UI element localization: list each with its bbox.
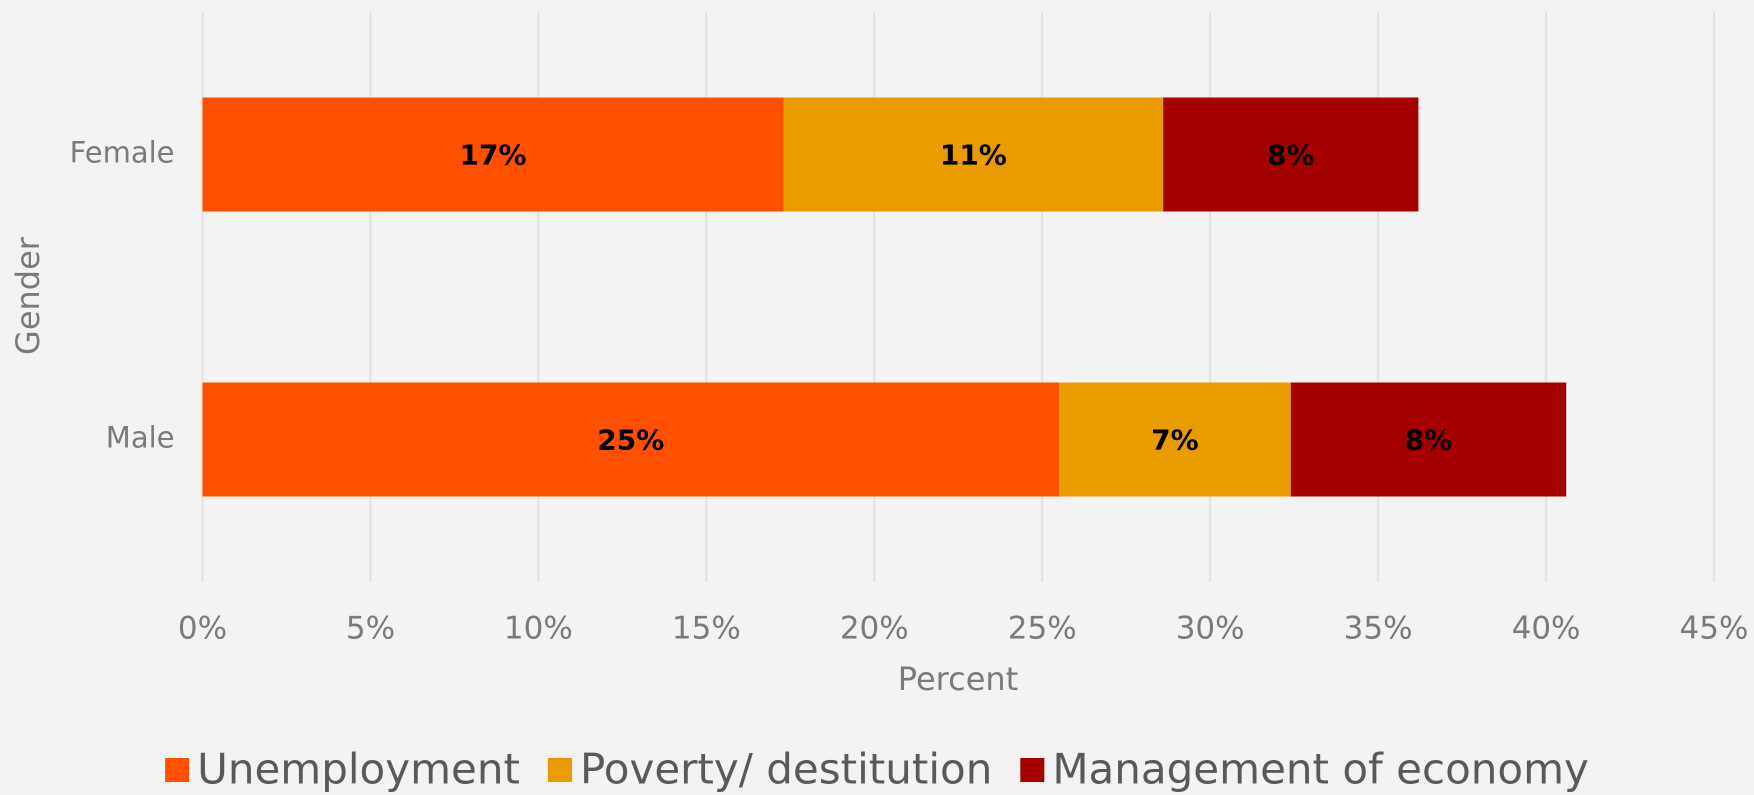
x-tick-label: 10% bbox=[504, 611, 573, 647]
x-tick-label: 25% bbox=[1008, 611, 1077, 647]
bar-segment bbox=[1163, 97, 1419, 212]
data-label: 7% bbox=[1151, 424, 1199, 457]
data-label: 17% bbox=[460, 139, 527, 172]
data-label: 8% bbox=[1405, 424, 1453, 457]
y-axis-title: Gender bbox=[9, 236, 47, 355]
x-axis-title: Percent bbox=[898, 660, 1018, 698]
legend-label: Poverty/ destitution bbox=[580, 745, 992, 794]
x-tick-label: 45% bbox=[1680, 611, 1749, 647]
legend-label: Management of economy bbox=[1052, 745, 1589, 794]
bar-segment bbox=[1290, 382, 1567, 497]
legend-swatch bbox=[547, 758, 572, 782]
x-tick-label: 0% bbox=[178, 611, 227, 647]
bar-segment bbox=[202, 97, 784, 212]
y-tick-label: Male bbox=[106, 421, 175, 455]
data-label: 11% bbox=[940, 139, 1007, 172]
legend-label: Unemployment bbox=[197, 745, 520, 794]
x-tick-label: 40% bbox=[1512, 611, 1581, 647]
bar-segment bbox=[783, 97, 1164, 212]
bar-segment bbox=[202, 382, 1060, 497]
data-label: 25% bbox=[597, 424, 664, 457]
x-tick-label: 30% bbox=[1176, 611, 1245, 647]
x-tick-label: 20% bbox=[840, 611, 909, 647]
data-label: 8% bbox=[1267, 139, 1315, 172]
x-tick-label: 35% bbox=[1344, 611, 1413, 647]
x-tick-label: 5% bbox=[346, 611, 395, 647]
bar-segment bbox=[1059, 382, 1291, 497]
legend-swatch bbox=[165, 758, 190, 782]
legend-swatch bbox=[1020, 758, 1045, 782]
y-tick-label: Female bbox=[70, 136, 175, 170]
legend: Unemployment Poverty/ destitution Manageme… bbox=[165, 745, 1589, 794]
x-tick-label: 15% bbox=[672, 611, 741, 647]
